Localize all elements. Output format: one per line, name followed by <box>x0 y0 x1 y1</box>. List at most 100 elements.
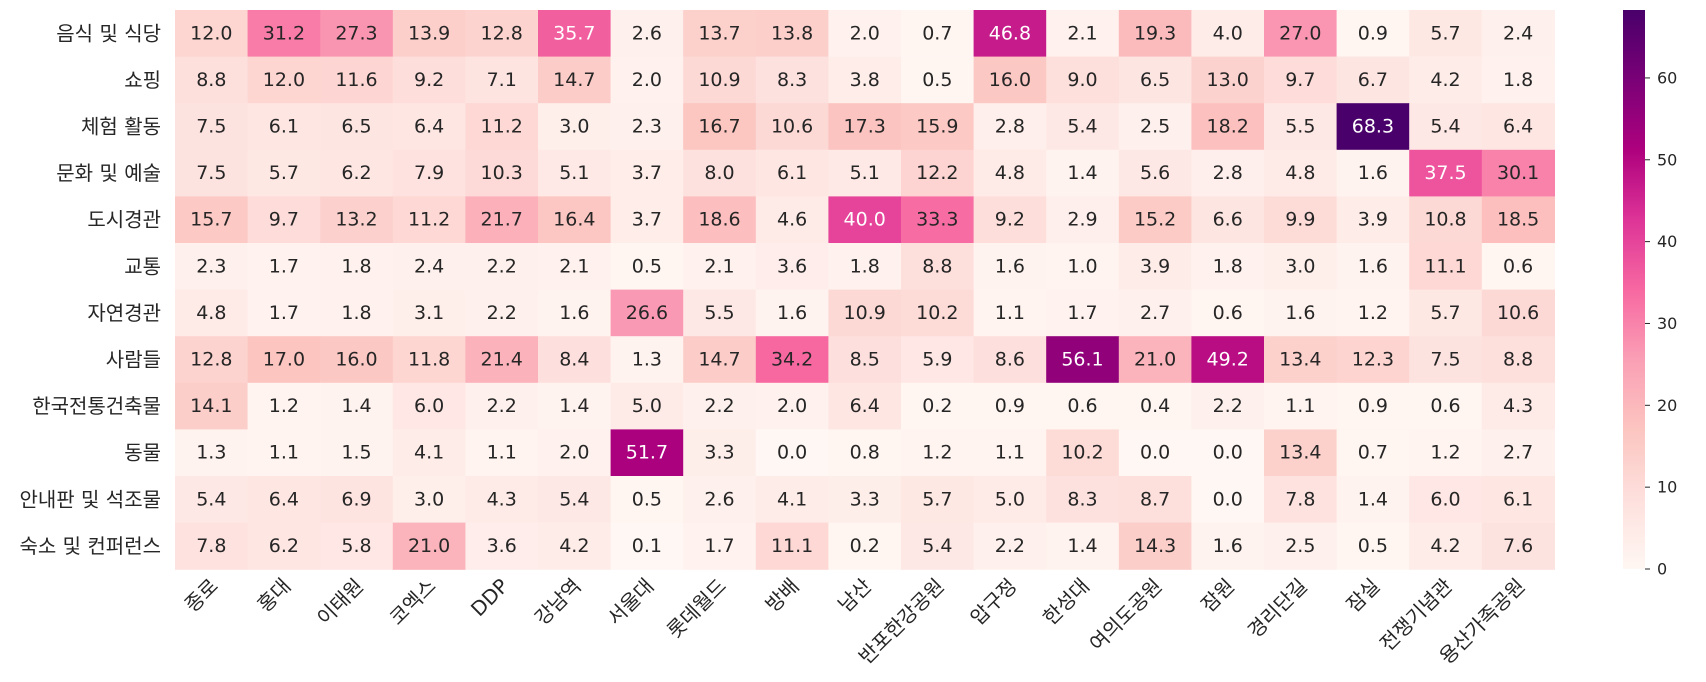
heatmap-cell <box>828 522 902 570</box>
heatmap-cell <box>1481 522 1555 570</box>
cell-value-label: 6.2 <box>269 535 299 557</box>
column-tick-label: 코엑스 <box>385 574 441 630</box>
heatmap-cell <box>1481 103 1555 151</box>
cell-value-label: 3.0 <box>559 116 589 138</box>
heatmap-cell <box>538 476 612 524</box>
cell-value-label: 7.8 <box>196 535 226 557</box>
heatmap-cell <box>1409 336 1483 384</box>
heatmap-cell <box>828 243 902 291</box>
heatmap-cell <box>1264 243 1338 291</box>
heatmap-cell <box>247 243 321 291</box>
heatmap-cell <box>1118 243 1192 291</box>
heatmap-cell <box>1118 429 1192 477</box>
cell-value-label: 9.9 <box>1285 209 1315 231</box>
cell-value-label: 2.2 <box>995 535 1025 557</box>
row-tick-label: 교통 <box>124 254 161 278</box>
cell-value-label: 0.0 <box>777 442 807 464</box>
heatmap-cell <box>247 382 321 430</box>
cell-value-label: 6.4 <box>269 488 299 510</box>
heatmap-cell <box>465 56 539 104</box>
cell-value-label: 1.4 <box>559 395 589 417</box>
heatmap-cell <box>683 476 757 524</box>
cell-value-label: 16.0 <box>335 349 377 371</box>
cell-value-label: 2.2 <box>487 302 517 324</box>
heatmap-cell <box>1046 382 1120 430</box>
colorbar: 0 10 20 30 40 50 60 <box>1623 10 1677 579</box>
heatmap-cell <box>320 336 394 384</box>
cell-value-label: 6.4 <box>850 395 880 417</box>
heatmap-cell <box>901 522 975 570</box>
cell-value-label: 3.0 <box>414 488 444 510</box>
cell-value-label: 1.2 <box>1358 302 1388 324</box>
column-tick-label: 서울대 <box>602 574 658 630</box>
heatmap-cell <box>538 522 612 570</box>
cell-value-label: 5.4 <box>559 488 589 510</box>
heatmap-cell <box>247 56 321 104</box>
cell-value-label: 6.2 <box>341 162 371 184</box>
heatmap-cell <box>538 149 612 197</box>
heatmap-cell <box>901 10 975 58</box>
cell-value-label: 4.6 <box>777 209 807 231</box>
cell-value-label: 4.0 <box>1213 22 1243 44</box>
heatmap-cell <box>1264 149 1338 197</box>
cell-value-label: 40.0 <box>844 209 886 231</box>
cell-value-label: 0.6 <box>1213 302 1243 324</box>
heatmap-cell <box>538 243 612 291</box>
cell-value-label: 6.4 <box>1503 116 1533 138</box>
cell-value-label: 12.2 <box>916 162 958 184</box>
cell-value-label: 9.0 <box>1067 69 1097 91</box>
column-tick-label: 압구정 <box>965 574 1021 630</box>
cell-value-label: 8.8 <box>196 69 226 91</box>
heatmap-cell <box>465 196 539 244</box>
heatmap-cell <box>1046 196 1120 244</box>
heatmap-cell <box>247 196 321 244</box>
cell-value-label: 14.1 <box>190 395 232 417</box>
colorbar-tick-label: 10 <box>1657 478 1677 497</box>
heatmap-cell <box>1046 336 1120 384</box>
cell-value-label: 10.9 <box>698 69 740 91</box>
heatmap-cell <box>392 243 466 291</box>
cell-value-label: 0.0 <box>1213 442 1243 464</box>
cell-value-label: 5.4 <box>196 488 226 510</box>
cell-value-label: 1.0 <box>1067 255 1097 277</box>
cell-value-label: 7.1 <box>487 69 517 91</box>
cell-value-label: 2.5 <box>1140 116 1170 138</box>
heatmap-cell <box>175 10 249 58</box>
heatmap-cell <box>320 103 394 151</box>
heatmap-cell <box>247 289 321 337</box>
cell-value-label: 0.2 <box>922 395 952 417</box>
cell-value-label: 1.7 <box>269 302 299 324</box>
heatmap-cell <box>175 196 249 244</box>
cell-value-label: 6.0 <box>1430 488 1460 510</box>
cell-value-label: 18.5 <box>1497 209 1539 231</box>
heatmap-cell <box>1046 149 1120 197</box>
cell-value-label: 1.6 <box>777 302 807 324</box>
cell-value-label: 4.2 <box>1430 535 1460 557</box>
heatmap-cell <box>247 476 321 524</box>
heatmap-cell <box>901 103 975 151</box>
heatmap-cell <box>1336 429 1410 477</box>
colorbar-tick-label: 50 <box>1657 150 1677 169</box>
cell-value-label: 21.0 <box>1134 349 1176 371</box>
cell-value-label: 11.6 <box>335 69 377 91</box>
cell-value-label: 0.7 <box>922 22 952 44</box>
cell-value-label: 2.2 <box>704 395 734 417</box>
heatmap-cell <box>392 56 466 104</box>
cell-value-label: 19.3 <box>1134 22 1176 44</box>
cell-value-label: 2.0 <box>559 442 589 464</box>
heatmap-cell <box>1481 243 1555 291</box>
cell-value-label: 2.3 <box>632 116 662 138</box>
heatmap-cell <box>683 56 757 104</box>
heatmap-cell <box>465 336 539 384</box>
cell-value-label: 13.8 <box>771 22 813 44</box>
heatmap-cell <box>1118 522 1192 570</box>
cell-value-label: 2.0 <box>777 395 807 417</box>
heatmap-cell <box>828 289 902 337</box>
heatmap-cell <box>1046 476 1120 524</box>
cell-value-label: 4.8 <box>995 162 1025 184</box>
row-tick-label: 음식 및 식당 <box>56 21 161 45</box>
heatmap-cell <box>1409 429 1483 477</box>
cell-value-label: 8.3 <box>777 69 807 91</box>
